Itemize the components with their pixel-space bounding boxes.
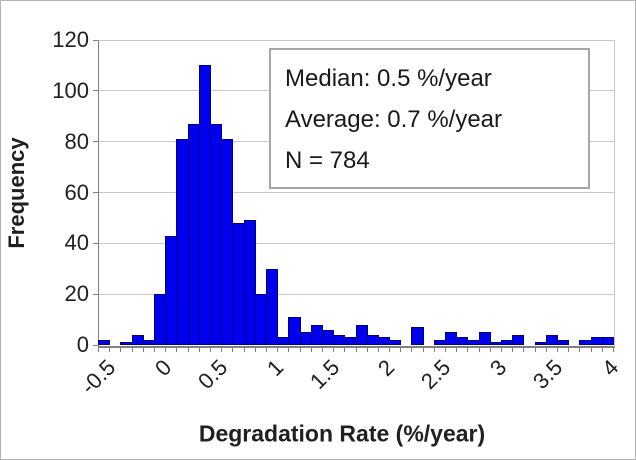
x-tick-label-4: 4 [597, 354, 624, 381]
x-tick-mark [523, 347, 525, 352]
x-tick-mark [153, 347, 155, 352]
x-tick-label-0.5: 0.5 [192, 354, 232, 394]
x-tick-mark [176, 347, 178, 352]
x-tick-mark [512, 347, 514, 352]
x-tick-mark [422, 347, 424, 352]
x-tick-mark [142, 347, 144, 352]
x-axis-title: Degradation Rate (%/year) [198, 420, 486, 447]
stat-average: Average: 0.7 %/year [285, 106, 503, 133]
x-tick-mark [254, 347, 256, 352]
y-tick-label-80: 80 [64, 128, 89, 154]
x-tick-mark [433, 347, 435, 352]
y-tick-mark [93, 141, 98, 143]
x-tick-mark [344, 347, 346, 352]
x-tick-mark [478, 347, 480, 352]
plot-area [98, 40, 615, 348]
x-tick-label-0: 0 [149, 354, 176, 381]
x-tick-mark [579, 347, 581, 352]
x-tick-mark [489, 347, 491, 352]
x-tick-mark [557, 347, 559, 352]
stat-n: N = 784 [285, 147, 370, 174]
y-tick-label-100: 100 [52, 77, 89, 103]
y-tick-mark [93, 192, 98, 193]
y-tick-label-60: 60 [64, 179, 89, 205]
x-tick-mark [601, 347, 603, 352]
y-tick-label-120: 120 [52, 27, 89, 52]
stat-median: Median: 0.5 %/year [285, 65, 492, 92]
x-tick-mark [243, 347, 245, 352]
y-tick-mark [93, 344, 98, 346]
x-tick-label-1.5: 1.5 [304, 354, 344, 394]
stats-annotation-box: Median: 0.5 %/year Average: 0.7 %/year N… [269, 48, 590, 189]
x-tick-mark [501, 347, 503, 352]
histogram-bar-x-2.9 [478, 332, 491, 345]
gridline-y-60 [99, 192, 614, 193]
x-tick-mark [187, 347, 189, 352]
x-tick-mark [321, 347, 323, 352]
x-tick-label-1: 1 [261, 354, 288, 381]
x-tick-label-3: 3 [485, 354, 512, 381]
histogram-bar-x-3.6 [557, 339, 570, 345]
x-tick-mark [613, 347, 614, 352]
y-tick-mark [93, 39, 98, 41]
x-tick-mark [209, 347, 211, 352]
x-tick-mark [355, 347, 357, 352]
y-tick-label-40: 40 [64, 230, 89, 256]
x-tick-mark [545, 347, 547, 352]
x-tick-mark [288, 347, 290, 352]
x-tick-mark [310, 347, 312, 352]
x-tick-mark [198, 347, 200, 352]
x-tick-label-2.5: 2.5 [416, 354, 456, 394]
y-tick-mark [93, 293, 98, 295]
x-tick-mark [366, 347, 368, 352]
x-tick-label-3.5: 3.5 [528, 354, 568, 394]
x-tick-mark [333, 347, 335, 352]
x-tick-mark [400, 347, 402, 352]
x-tick-mark [568, 347, 570, 352]
x-tick-mark [534, 347, 536, 352]
x-tick-mark [299, 347, 301, 352]
x-tick-mark [98, 347, 99, 352]
histogram-bar-x-1.2 [288, 317, 301, 345]
x-tick-mark [277, 347, 279, 352]
x-tick-mark [411, 347, 413, 352]
histogram-bar-x-1 [265, 268, 279, 345]
histogram-bar-x-3.2 [512, 334, 525, 345]
histogram-bar-x-4 [601, 337, 614, 345]
y-axis-title: Frequency [4, 137, 29, 249]
x-tick-mark [131, 347, 133, 352]
y-tick-mark [93, 90, 98, 92]
x-tick-label--0.5: -0.5 [75, 354, 120, 400]
histogram-bar-x-2.1 [389, 339, 402, 345]
x-tick-mark [232, 347, 234, 352]
histogram-bar-x--0.5 [98, 339, 111, 345]
histogram-bar-x-1.8 [355, 324, 368, 345]
y-tick-label-0: 0 [76, 332, 89, 357]
x-tick-mark [389, 347, 391, 352]
gridline-y-40 [99, 242, 614, 244]
x-tick-label-2: 2 [373, 354, 400, 381]
x-tick-mark [265, 347, 267, 352]
x-tick-mark [109, 347, 111, 352]
x-tick-mark [221, 347, 223, 352]
gridline-y-120 [99, 39, 614, 41]
x-tick-mark [456, 347, 458, 352]
x-tick-mark [165, 347, 167, 352]
y-tick-label-20: 20 [64, 281, 89, 307]
x-tick-mark [377, 347, 379, 352]
x-tick-mark [590, 347, 592, 352]
gridline-y-20 [99, 293, 614, 295]
y-tick-mark [93, 242, 98, 244]
x-tick-mark [445, 347, 447, 352]
histogram-bar-x-2.3 [411, 327, 424, 345]
x-tick-mark [120, 347, 122, 352]
histogram-bar-x-0.8 [243, 220, 256, 345]
x-tick-mark [467, 347, 469, 352]
